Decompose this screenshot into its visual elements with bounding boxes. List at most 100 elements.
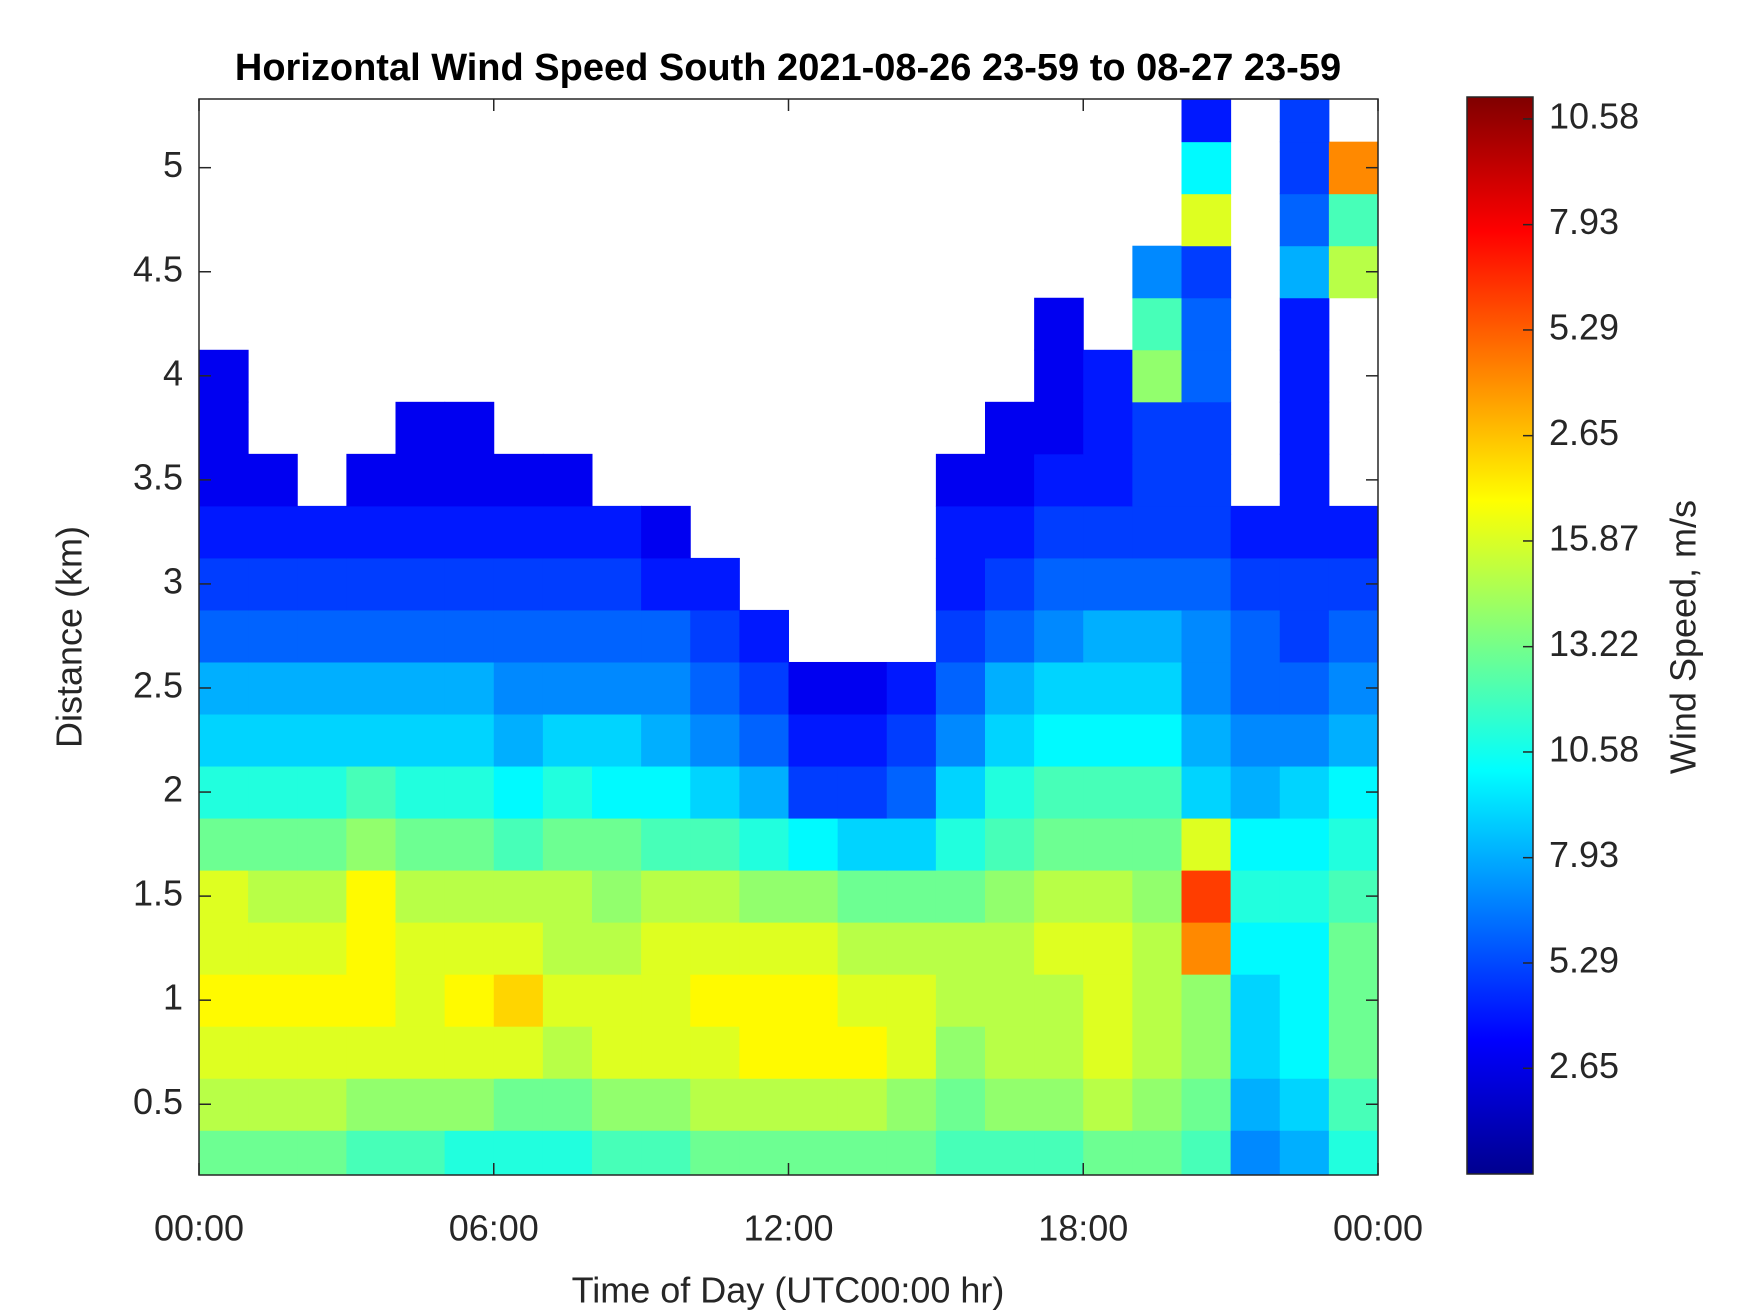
heat-cell [1083,505,1133,559]
heat-cell [1181,297,1232,351]
heat-cell [690,1026,740,1079]
heat-cell [641,1130,691,1175]
heat-cell [1181,609,1232,663]
heat-cell [641,505,691,559]
heat-cell [1181,453,1232,507]
heat-cell [641,974,691,1027]
heat-cell [1279,401,1330,455]
heat-cell [886,818,937,871]
colorbar-tick-label: 5.29 [1549,940,1619,981]
heat-cell [1230,609,1281,663]
heat-cell [297,505,347,559]
heat-cell [346,714,396,767]
heat-cell [1132,557,1182,611]
heat-cell [641,766,691,819]
heat-cell [935,557,986,611]
heat-cell [935,714,986,767]
heat-cell [248,974,298,1027]
heat-cell [444,1026,495,1079]
heat-cell [248,818,298,871]
heat-cell [886,714,937,767]
heat-cell [395,974,446,1027]
heat-cell [444,401,495,455]
heat-cell [935,922,986,975]
heat-cell [542,1026,593,1079]
heat-cell [690,974,740,1027]
heat-cell [690,922,740,975]
heat-cell [1132,1026,1182,1079]
heat-cell [346,1078,396,1131]
heat-cell [739,766,789,819]
heat-cell [346,1130,396,1175]
heat-cell [1279,766,1330,819]
heat-cell [837,974,888,1027]
heat-cell [395,818,446,871]
heat-cell [346,922,396,975]
heat-cell [592,1026,642,1079]
y-tick-label: 4 [163,352,183,393]
heat-cell [542,870,593,923]
heat-cell [395,714,446,767]
heat-cell [935,1078,986,1131]
heat-cell [1328,609,1378,663]
heat-cell [592,557,642,611]
heat-cell [1279,505,1330,559]
heat-cell [1279,245,1330,299]
heat-cell [886,870,937,923]
heat-cell [739,974,789,1027]
heat-cell [1279,141,1330,195]
heat-cell [493,557,544,611]
heat-cell [444,1130,495,1175]
heat-cell [1132,349,1182,403]
heat-cell [395,1078,446,1131]
heat-cell [1230,974,1281,1027]
heat-cell [1034,557,1084,611]
heat-cell [1181,557,1232,611]
heat-cell [395,453,446,507]
heat-cell [1083,818,1133,871]
heat-cell [788,1026,839,1079]
heat-cell [641,818,691,871]
heat-cell [1328,1026,1378,1079]
heat-cell [199,1026,249,1079]
heat-cell [199,1130,249,1175]
heat-cell [542,505,593,559]
heat-cell [739,1130,789,1175]
colorbar-tick-label: 7.93 [1549,834,1619,875]
heat-cell [1181,818,1232,871]
heat-cell [248,1130,298,1175]
heat-cell [886,661,937,715]
heat-cell [985,1078,1035,1131]
heat-cell [1279,974,1330,1027]
x-tick-label: 00:00 [154,1208,244,1249]
heat-cell [1132,974,1182,1027]
heat-cell [1034,505,1084,559]
heat-cell [395,401,446,455]
y-tick-label: 4.5 [133,248,183,289]
heat-cell [641,661,691,715]
heat-cell [248,453,298,507]
heat-cell [690,766,740,819]
heat-cell [1181,245,1232,299]
heat-cell [248,870,298,923]
heat-cell [1279,1078,1330,1131]
heat-cell [592,1078,642,1131]
heat-cell [1034,1130,1084,1175]
heat-cell [1132,818,1182,871]
heat-cell [444,870,495,923]
heat-cell [1034,974,1084,1027]
heat-cell [1230,714,1281,767]
y-tick-label: 3 [163,560,183,601]
heat-cell [592,818,642,871]
heat-cell [395,1130,446,1175]
y-tick-label: 2.5 [133,665,183,706]
heat-cell [248,609,298,663]
heat-cell [542,766,593,819]
heat-cell [1181,193,1232,247]
heat-cell [886,1026,937,1079]
heat-cell [690,557,740,611]
heat-cell [297,1078,347,1131]
heat-cell [1181,974,1232,1027]
heat-cell [1181,401,1232,455]
heat-cell [1279,922,1330,975]
